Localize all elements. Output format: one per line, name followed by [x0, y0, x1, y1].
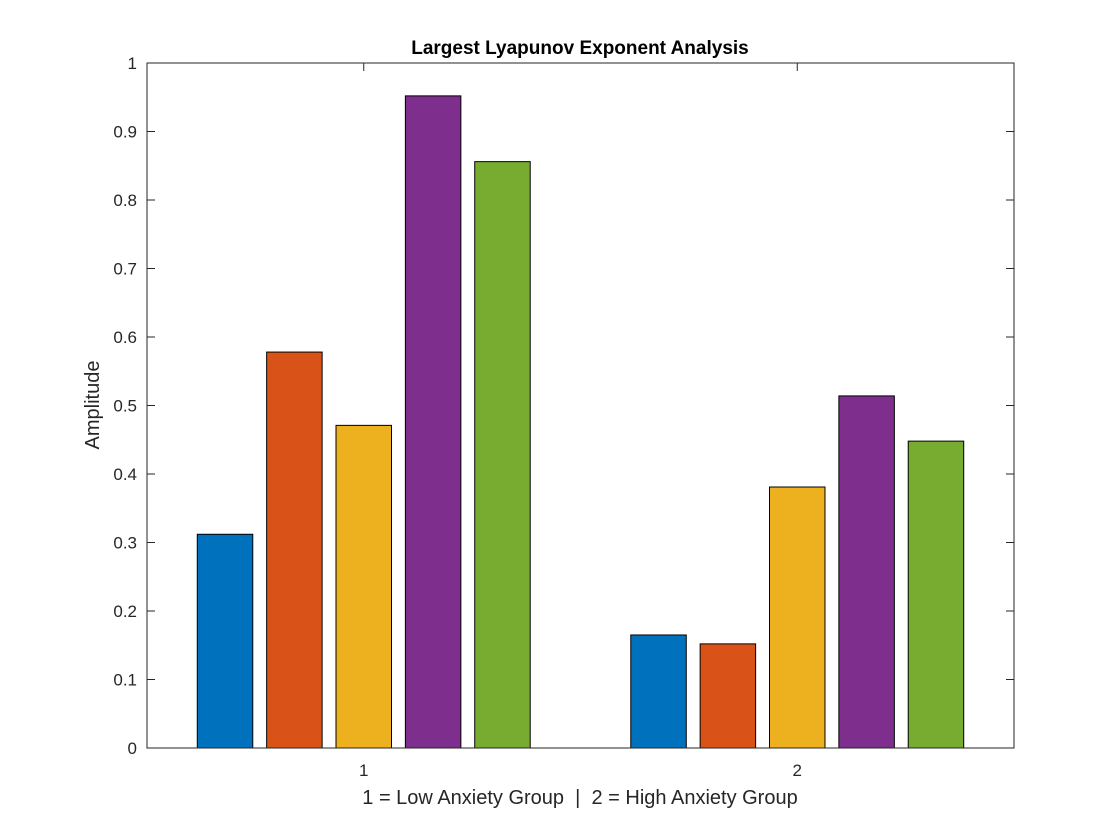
- y-tick-label: 0.2: [113, 602, 137, 621]
- y-tick-label: 0.4: [113, 465, 137, 484]
- x-axis-label: 1 = Low Anxiety Group | 2 = High Anxiety…: [362, 787, 797, 809]
- y-tick-label: 0.1: [113, 671, 137, 690]
- bar-series-4-cat-2: [838, 395, 895, 749]
- bar-series-2-cat-1: [266, 351, 323, 749]
- y-tick-label: 0.8: [113, 191, 137, 210]
- y-tick-label: 0: [128, 739, 137, 758]
- chart-title: Largest Lyapunov Exponent Analysis: [411, 38, 749, 59]
- y-tick-label: 0.3: [113, 534, 137, 553]
- bar-series-2-cat-2: [699, 643, 757, 749]
- bar-series-5-cat-1: [474, 161, 531, 749]
- bar-series-3-cat-2: [769, 486, 826, 749]
- bar-series-1-cat-1: [196, 533, 254, 749]
- bar-series-4-cat-1: [404, 95, 462, 749]
- y-tick-label: 0.6: [113, 328, 137, 347]
- bar-series-3-cat-1: [335, 424, 392, 749]
- x-tick-label: 1: [359, 761, 368, 780]
- bars: [196, 95, 965, 749]
- axes-box: [146, 62, 1015, 749]
- y-axis-ticks: 0 0.1 0.2 0.3 0.4 0.5 0.6 0.7 0.8 0.9 1: [113, 54, 1014, 758]
- y-tick-label: 0.9: [113, 123, 137, 142]
- y-tick-label: 0.5: [113, 397, 137, 416]
- bar-series-1-cat-2: [630, 634, 687, 749]
- y-tick-label: 1: [128, 54, 137, 73]
- y-tick-label: 0.7: [113, 260, 137, 279]
- x-tick-label: 2: [793, 761, 802, 780]
- y-axis-label: Amplitude: [82, 361, 104, 450]
- bar-series-5-cat-2: [907, 440, 965, 749]
